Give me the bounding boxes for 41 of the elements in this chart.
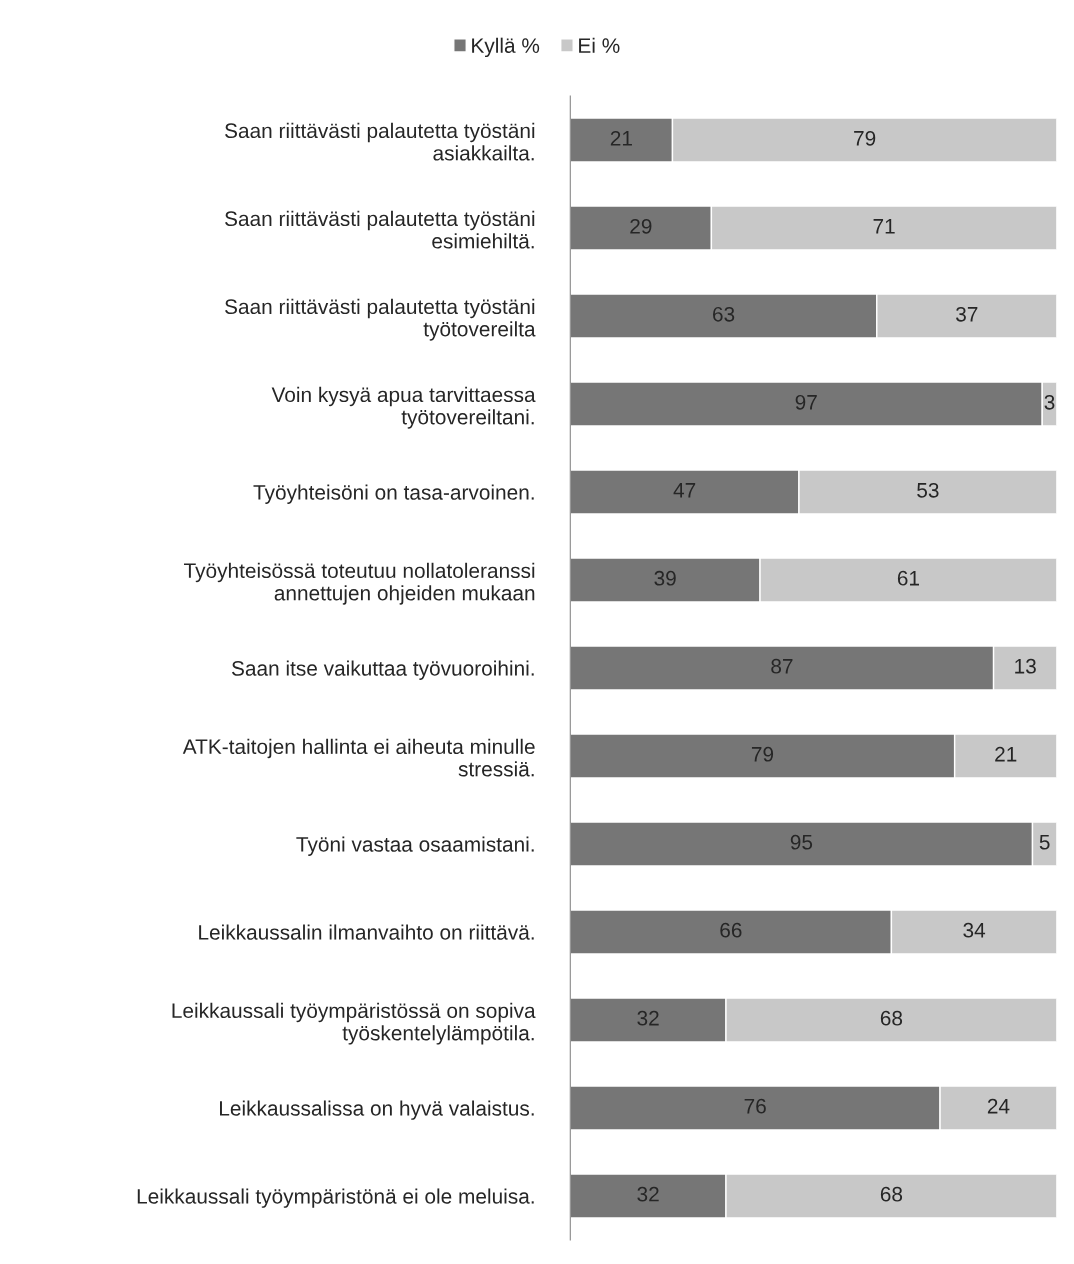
data-label: 79 (854, 130, 876, 146)
data-label: 79 (751, 746, 774, 762)
y-tick-label: Työyhteisöni on tasa-arvoinen. (253, 484, 534, 504)
y-tick-label: ATK-taitojen hallinta ei aiheuta minulle stressiä. (182, 738, 535, 777)
legend-label: Kyllä % (472, 37, 540, 58)
data-label: 66 (720, 922, 742, 938)
data-label: 3 (1044, 394, 1055, 410)
data-label: 32 (637, 1010, 659, 1026)
y-tick-label: Saan riittävästi palautetta työstäni asiakkailta. (225, 122, 535, 161)
data-label: 76 (744, 1098, 766, 1114)
data-label: 29 (630, 218, 652, 234)
y-tick-label: Leikkaussali työympäristönä ei ole meluisa. (137, 1188, 534, 1208)
data-label: 21 (995, 746, 1017, 762)
data-label: 39 (654, 570, 676, 586)
data-label: 24 (987, 1098, 1010, 1114)
data-label: 13 (1015, 658, 1036, 674)
data-label: 21 (610, 130, 632, 146)
data-label: 68 (880, 1186, 903, 1202)
data-label: 87 (771, 658, 793, 674)
y-tick-label: Voin kysyä apua tarvittaessa työtovereiltani. (271, 386, 536, 429)
data-label: 61 (897, 570, 919, 586)
data-label: 63 (713, 306, 735, 322)
data-label: 37 (956, 306, 978, 322)
y-tick-label: Leikkaussalin ilmanvaihto on riittävä. (199, 924, 534, 940)
y-tick-label: Työni vastaa osaamistani. (296, 836, 534, 856)
data-label: 34 (963, 922, 986, 938)
data-label: 53 (917, 482, 939, 498)
y-tick-label: Leikkaussali työympäristössä on sopiva työskentelylämpötila. (172, 1002, 536, 1045)
data-label: 5 (1039, 835, 1050, 850)
legend-label: Ei % (579, 37, 620, 53)
y-tick-label: Työyhteisössä toteutuu nollatoleranssi annettujen ohjeiden mukaan (184, 562, 535, 605)
y-tick-label: Saan riittävästi palautetta työstäni esimiehiltä. (225, 210, 535, 249)
data-label: 32 (637, 1186, 659, 1202)
y-tick-label: Saan riittävästi palautetta työstäni työtovereilta (225, 298, 536, 341)
data-label: 97 (795, 394, 817, 410)
y-tick-label: Saan itse vaikuttaa työvuoroihini. (231, 660, 534, 680)
data-label: 68 (880, 1010, 903, 1026)
y-tick-label: Leikkaussalissa on hyvä valaistus. (220, 1100, 534, 1120)
data-label: 47 (673, 483, 696, 498)
data-label: 71 (873, 219, 895, 234)
data-label: 95 (790, 834, 813, 850)
